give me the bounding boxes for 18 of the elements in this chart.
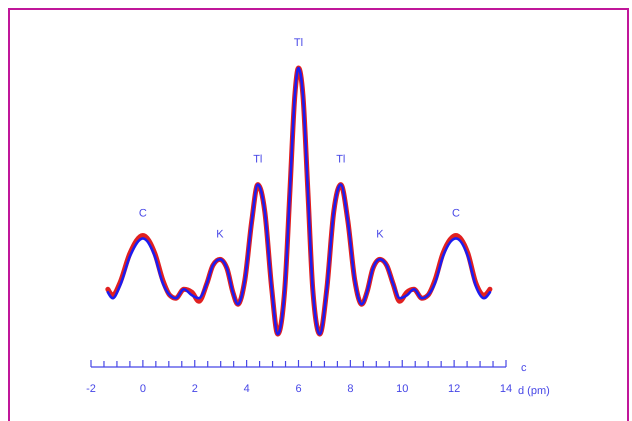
annotation: C [138, 207, 147, 220]
x-tick-label: -2 [86, 382, 96, 395]
annotation: Tl [336, 154, 346, 166]
x-tick-label: 0 [140, 382, 146, 395]
annotation: Tl [294, 37, 304, 49]
annotation: K [376, 228, 384, 240]
x-tick-label: 10 [396, 382, 408, 395]
text: c [521, 362, 527, 374]
x-tick-label: 14 [500, 382, 512, 395]
x-tick-label: 4 [244, 382, 250, 395]
x-tick-label: 2 [192, 382, 198, 395]
x-tick-label: 6 [295, 382, 302, 395]
x-tick-label: 12 [448, 382, 460, 395]
x-axis-title: d (pm) [518, 385, 550, 397]
annotation: K [216, 228, 224, 240]
x-tick-label: 8 [347, 382, 354, 395]
annotation: C [452, 207, 460, 220]
annotation: Tl [253, 154, 262, 166]
